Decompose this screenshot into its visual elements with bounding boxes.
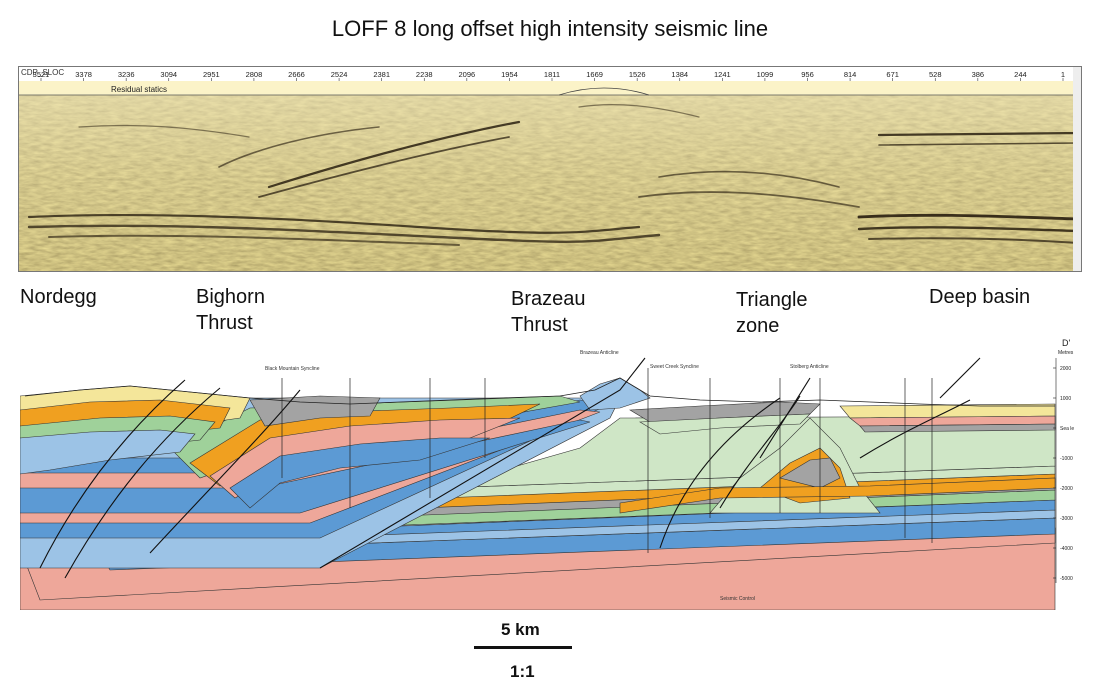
cdp-tick-label: 2666: [288, 70, 305, 79]
depth-tick-label: Sea le: [1060, 426, 1074, 432]
cdp-tick-label: 1526: [629, 70, 646, 79]
label-brazeau-thrust: Brazeau Thrust: [511, 288, 586, 336]
scale-ratio-label: 1:1: [510, 662, 535, 681]
stratigraphic-layers: [19, 377, 1056, 611]
cdp-tick-label: 1384: [671, 70, 688, 79]
depth-tick-label: 1000: [1060, 396, 1071, 402]
svg-text:Black Mountain Syncline: Black Mountain Syncline: [265, 366, 320, 372]
statics-bump: [558, 87, 650, 96]
geological-cross-section: Black Mountain Syncline Brazeau Anticlin…: [19, 338, 1090, 611]
topographic-surface: [24, 377, 1055, 407]
svg-text:Brazeau Anticline: Brazeau Anticline: [580, 350, 619, 356]
cdp-tick-label: 3236: [118, 70, 135, 79]
cdp-tick-label: 3378: [75, 70, 92, 79]
stratigraphic-unit: [229, 437, 491, 509]
cdp-tick-label: 2951: [203, 70, 220, 79]
fault-trace: [149, 389, 301, 554]
label-deep-basin: Deep basin: [929, 286, 1031, 308]
depth-axis: D' Metres 2000 1000 Sea le -1000 -2000 -3000 -…: [1053, 338, 1074, 583]
cdp-tick-label: 3094: [160, 70, 177, 79]
label-nordegg: Nordegg: [20, 286, 97, 308]
cdp-tick-label: 3521: [33, 70, 50, 79]
stratigraphic-unit: [579, 377, 651, 411]
scale-bar: [474, 646, 572, 649]
cdp-tick-label: 1: [1061, 70, 1065, 79]
fault-trace: [939, 357, 981, 399]
cross-section-image: Black Mountain Syncline Brazeau Anticlin…: [19, 338, 1090, 611]
cdp-tick-label: 2381: [373, 70, 390, 79]
cdp-tick-label: 2808: [246, 70, 263, 79]
depth-tick-label: -2000: [1060, 486, 1073, 492]
depth-tick-label: -4000: [1060, 546, 1073, 552]
svg-text:D': D': [1062, 338, 1070, 348]
thrust-faults: [39, 357, 981, 579]
figure-title: LOFF 8 long offset high intensity seismi…: [331, 16, 769, 41]
label-triangle-zone: Triangle zone: [736, 289, 808, 337]
seismic-scrollbar: [1073, 67, 1081, 271]
scale-distance-label: 5 km: [501, 620, 540, 639]
cdp-tick-label: 528: [929, 70, 942, 79]
fault-trace: [39, 379, 186, 569]
cdp-tick-label: 956: [801, 70, 814, 79]
fault-trace: [759, 377, 811, 459]
cdp-tick-label: 244: [1014, 70, 1027, 79]
cdp-tick-label: 1811: [544, 70, 560, 79]
depth-tick-label: -1000: [1060, 456, 1073, 462]
cdp-tick-label: 1669: [586, 70, 603, 79]
stratigraphic-unit: [19, 429, 196, 475]
cdp-tick-label: 2524: [331, 70, 348, 79]
stratigraphic-unit: [779, 457, 841, 489]
stratigraphic-unit: [638, 413, 811, 435]
svg-text:Sweet Creek Syncline: Sweet Creek Syncline: [650, 364, 699, 370]
cdp-tick-label: 814: [844, 70, 857, 79]
cdp-tick-label: 2096: [458, 70, 475, 79]
seismic-section-image: CDP_SLOC Residual statics 3521 3378 3236 30…: [19, 67, 1081, 271]
residual-statics-strip: [19, 81, 1081, 95]
cdp-tick-label: 386: [972, 70, 985, 79]
feature-annotations: Black Mountain Syncline Brazeau Anticlin…: [265, 350, 829, 602]
fault-trace: [859, 399, 971, 459]
residual-statics-label: Residual statics: [111, 85, 167, 94]
fault-trace: [659, 397, 781, 549]
cdp-tick-labels: 3521 3378 3236 3094 2951 2808 2666 2524 2381 2238…: [33, 70, 1065, 81]
cdp-tick-label: 1954: [501, 70, 518, 79]
fault-trace: [64, 387, 221, 579]
seismic-fade: [19, 95, 1081, 271]
cdp-tick-label: 671: [886, 70, 899, 79]
well-lines: [281, 368, 933, 553]
depth-tick-label: 2000: [1060, 366, 1071, 372]
svg-text:Metres: Metres: [1058, 350, 1074, 356]
label-bighorn-thrust: Bighorn Thrust: [196, 286, 265, 334]
fault-trace: [719, 395, 801, 509]
cdp-tick-label: 1241: [714, 70, 731, 79]
cdp-tick-label: 2238: [416, 70, 433, 79]
cdp-tick-label: 1099: [757, 70, 774, 79]
fault-trace: [319, 357, 646, 569]
depth-tick-label: -5000: [1060, 576, 1073, 582]
seismic-reflectors: [27, 104, 1081, 246]
seismic-header-label: CDP_SLOC: [21, 68, 64, 77]
seismic-header-strip: [19, 67, 1081, 81]
svg-text:Stolberg Anticline: Stolberg Anticline: [790, 364, 829, 370]
svg-text:Seismic Control: Seismic Control: [720, 596, 755, 602]
seismic-line-panel: CDP_SLOC Residual statics 3521 3378 3236 30…: [18, 66, 1082, 272]
depth-tick-label: -3000: [1060, 516, 1073, 522]
stratigraphic-unit: [859, 423, 1056, 433]
